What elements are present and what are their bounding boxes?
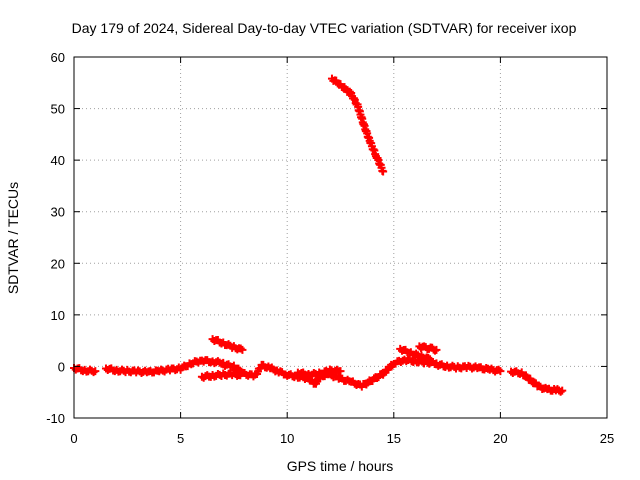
data-segment-2: [101, 356, 228, 377]
y-tick-label: 20: [51, 256, 65, 271]
data-segment-6: [293, 365, 345, 380]
data-point: [426, 355, 435, 364]
data-point: [556, 387, 565, 396]
data-point: [379, 167, 388, 176]
data-point: [238, 345, 247, 354]
x-tick-label: 10: [280, 431, 294, 446]
data-series-sdtvar: [70, 74, 567, 396]
data-segment-5: [219, 355, 441, 391]
x-tick-label: 5: [177, 431, 184, 446]
data-point: [496, 367, 505, 376]
data-segment-9: [415, 342, 441, 355]
y-tick-label: 40: [51, 153, 65, 168]
y-tick-label: 0: [58, 359, 65, 374]
data-segment-11: [507, 367, 567, 396]
data-point: [345, 87, 354, 96]
y-tick-label: 60: [51, 50, 65, 65]
y-tick-label: 30: [51, 205, 65, 220]
x-tick-label: 15: [387, 431, 401, 446]
data-segment-10: [432, 360, 505, 376]
data-segment-8: [396, 344, 435, 364]
grid: [74, 57, 607, 418]
data-point: [336, 367, 345, 376]
data-point: [558, 386, 567, 395]
y-tick-label: 10: [51, 308, 65, 323]
data-point: [91, 367, 100, 376]
chart-title: Day 179 of 2024, Sidereal Day-to-day VTE…: [72, 20, 577, 36]
data-point: [432, 345, 441, 354]
plot-frame: [73, 56, 608, 419]
data-segment-7: [327, 74, 388, 176]
axis-ticks: 0 5 10 15 20 25 -10 0 10 20 30 40 50 60: [46, 50, 614, 446]
y-axis-label: SDTVAR / TECUs: [5, 182, 21, 294]
x-tick-label: 25: [600, 431, 614, 446]
x-tick-label: 0: [70, 431, 77, 446]
data-segment-4: [208, 335, 247, 354]
y-tick-label: 50: [51, 102, 65, 117]
y-tick-label: -10: [46, 411, 65, 426]
x-axis-label: GPS time / hours: [287, 458, 394, 474]
x-tick-label: 20: [493, 431, 507, 446]
